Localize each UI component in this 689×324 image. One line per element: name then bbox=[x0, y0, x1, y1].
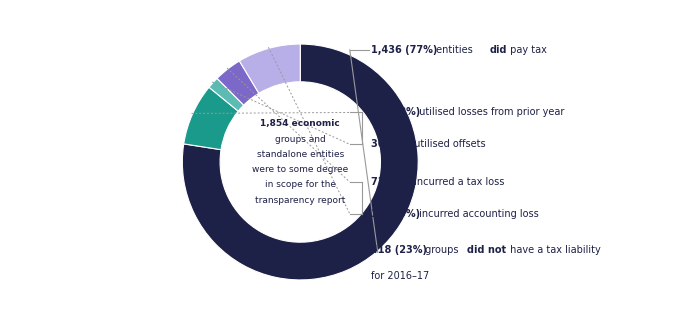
Text: groups: groups bbox=[422, 246, 462, 255]
Text: 30 (2%): 30 (2%) bbox=[371, 139, 413, 149]
Text: standalone entities: standalone entities bbox=[256, 150, 344, 159]
Text: 71 (4%): 71 (4%) bbox=[371, 177, 413, 187]
Text: 418 (23%): 418 (23%) bbox=[371, 246, 427, 255]
Wedge shape bbox=[184, 87, 238, 150]
Wedge shape bbox=[183, 44, 418, 280]
Text: 1,854 economic: 1,854 economic bbox=[260, 119, 340, 128]
Text: pay tax: pay tax bbox=[507, 45, 547, 55]
Text: have a tax liability: have a tax liability bbox=[507, 246, 601, 255]
Text: were to some degree: were to some degree bbox=[252, 165, 349, 174]
Text: transparency report: transparency report bbox=[255, 196, 345, 205]
Text: for 2016–17: for 2016–17 bbox=[371, 272, 429, 282]
Text: groups and: groups and bbox=[275, 134, 326, 144]
Text: entities: entities bbox=[433, 45, 476, 55]
Text: did: did bbox=[490, 45, 507, 55]
Text: incurred a tax loss: incurred a tax loss bbox=[411, 177, 504, 187]
Wedge shape bbox=[239, 44, 300, 93]
Wedge shape bbox=[209, 78, 244, 111]
Text: did not: did not bbox=[467, 246, 506, 255]
Text: 157 (8%): 157 (8%) bbox=[371, 108, 420, 118]
Text: incurred accounting loss: incurred accounting loss bbox=[416, 209, 539, 219]
Text: utilised losses from prior year: utilised losses from prior year bbox=[416, 108, 565, 118]
Text: utilised offsets: utilised offsets bbox=[411, 139, 485, 149]
Text: in scope for the: in scope for the bbox=[265, 180, 336, 190]
Text: 160 (9%): 160 (9%) bbox=[371, 209, 420, 219]
Wedge shape bbox=[217, 61, 259, 105]
Text: 1,436 (77%): 1,436 (77%) bbox=[371, 45, 438, 55]
